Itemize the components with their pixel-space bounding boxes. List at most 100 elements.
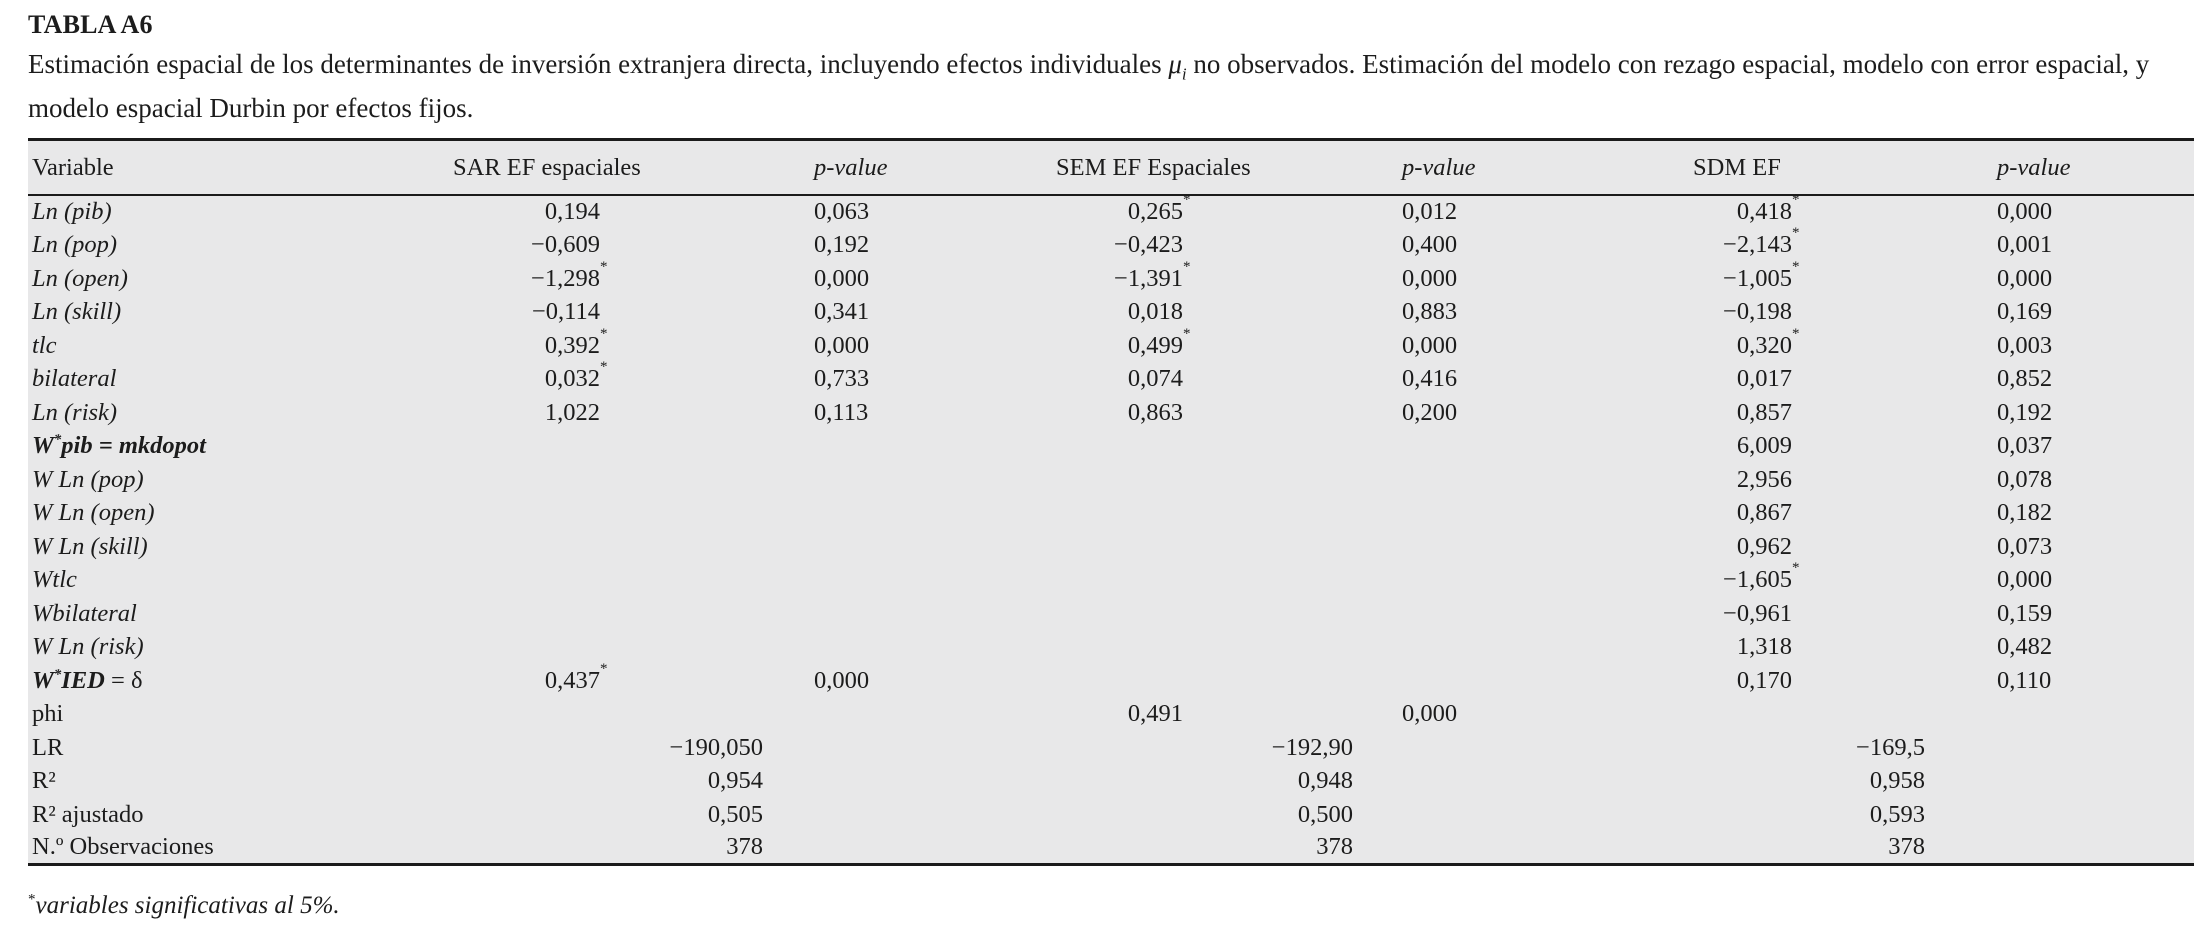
- coefficient-value: −1,005: [1723, 264, 1792, 292]
- p-value: 0,078: [1997, 465, 2053, 493]
- footnote-marker: *: [28, 892, 36, 909]
- cell-sar-coefficient: 0,437 *: [453, 661, 814, 698]
- table-row: phi 0,491 0,000: [28, 697, 2194, 731]
- variable-label: Wtlc: [32, 566, 77, 594]
- cell-sdm-coefficient: −1,005 *: [1693, 259, 1997, 296]
- coefficient-value: 0,170: [1736, 666, 1792, 694]
- variable-label: W Ln (open): [32, 499, 155, 527]
- cell-sem-coefficient: [1056, 597, 1402, 631]
- cell-variable: Wbilateral: [28, 597, 453, 631]
- statistic-value: 0,948: [1297, 767, 1353, 795]
- cell-sar-pvalue: 0,000: [814, 664, 1056, 698]
- cell-sar-coefficient: [453, 597, 814, 631]
- cell-sem-coefficient: [1056, 563, 1402, 597]
- cell-sdm-pvalue: [1997, 697, 2194, 731]
- coefficient-value: −1,298: [531, 264, 600, 292]
- col-header-sar: SAR EF espaciales: [453, 139, 814, 196]
- cell-sem-pvalue: [1402, 463, 1693, 497]
- cell-sem-coefficient: [1056, 496, 1402, 530]
- cell-sdm-pvalue: 0,000: [1997, 195, 2194, 229]
- cell-sar-coefficient: [453, 530, 814, 564]
- cell-sar-pvalue: 0,733: [814, 362, 1056, 396]
- cell-sem-pvalue: 0,012: [1402, 195, 1693, 229]
- table-row: Wbilateral −0,961 0,159: [28, 597, 2194, 631]
- cell-sem-pvalue: [1402, 563, 1693, 597]
- variable-label: tlc: [32, 331, 57, 359]
- variable-label: W Ln (pop): [32, 465, 144, 493]
- cell-variable: W Ln (skill): [28, 530, 453, 564]
- cell-sem-pvalue: 0,000: [1402, 329, 1693, 363]
- table-row: N.º Observaciones 378 378 378: [28, 831, 2194, 865]
- cell-sar-pvalue: 0,113: [814, 396, 1056, 430]
- variable-label: R² ajustado: [32, 800, 144, 828]
- cell-sdm-coefficient: −0,961: [1693, 597, 1997, 631]
- mu-subscript: i: [1181, 64, 1187, 84]
- p-value: 0,883: [1402, 298, 1458, 326]
- variable-label: Ln (skill): [32, 298, 122, 326]
- significance-star: *: [1183, 258, 1191, 275]
- results-table: Variable SAR EF espaciales p-value SEM EF E…: [28, 138, 2194, 867]
- cell-sem-coefficient: 0,074: [1056, 362, 1402, 396]
- cell-sem-pvalue: 0,400: [1402, 228, 1693, 262]
- coefficient-value: −0,423: [1114, 231, 1183, 259]
- label-suffix: = δ: [104, 666, 143, 694]
- cell-sem-pvalue: [1402, 664, 1693, 698]
- cell-sar-coefficient: 1,022: [453, 396, 814, 430]
- p-value: 0,416: [1402, 365, 1458, 393]
- p-value: 0,003: [1997, 331, 2053, 359]
- p-value: 0,000: [1997, 566, 2053, 594]
- p-value: 0,182: [1997, 499, 2053, 527]
- cell-sem-pvalue: 0,000: [1402, 697, 1693, 731]
- cell-sdm-coefficient: 0,857: [1693, 396, 1997, 430]
- p-value: 0,000: [1402, 331, 1458, 359]
- table-row: tlc 0,392 * 0,000 0,499 * 0,000 0,320 * 0,003: [28, 325, 2194, 363]
- cell-sem-pvalue: [1402, 597, 1693, 631]
- cell-sem-coefficient: [1056, 664, 1402, 698]
- cell-sdm-pvalue: 0,192: [1997, 396, 2194, 430]
- significance-star: *: [600, 325, 608, 342]
- cell-sem-stat: −192,90: [1056, 731, 1693, 765]
- coefficient-value: 0,017: [1736, 365, 1792, 393]
- cell-variable: Ln (skill): [28, 295, 453, 329]
- table-row: W Ln (open) 0,867 0,182: [28, 496, 2194, 530]
- caption-part1: Estimación espacial de los determinantes…: [28, 49, 1169, 79]
- statistic-value: −169,5: [1856, 733, 1925, 761]
- cell-sar-coefficient: [453, 429, 814, 463]
- p-value: 0,037: [1997, 432, 2053, 460]
- table-row: W Ln (risk) 1,318 0,482: [28, 630, 2194, 664]
- cell-sem-pvalue: 0,883: [1402, 295, 1693, 329]
- coefficient-value: −0,198: [1723, 298, 1792, 326]
- cell-sar-coefficient: −0,114: [453, 295, 814, 329]
- cell-sdm-pvalue: 0,110: [1997, 664, 2194, 698]
- cell-sdm-pvalue: 0,000: [1997, 262, 2194, 296]
- cell-sem-pvalue: [1402, 530, 1693, 564]
- cell-variable: Ln (pib): [28, 195, 453, 229]
- coefficient-value: 0,491: [1127, 700, 1183, 728]
- table-caption: Estimación espacial de los determinantes…: [28, 47, 2172, 125]
- coefficient-value: 0,074: [1127, 365, 1183, 393]
- table-row: W*IED = δ 0,437 * 0,000 0,170 0,110: [28, 661, 2194, 698]
- p-value: 0,000: [1997, 264, 2053, 292]
- table-row: R² 0,954 0,948 0,958: [28, 764, 2194, 798]
- statistic-value: 0,593: [1869, 800, 1925, 828]
- coefficient-value: −0,609: [531, 231, 600, 259]
- cell-sar-pvalue: 0,063: [814, 195, 1056, 229]
- coefficient-value: −0,961: [1723, 599, 1792, 627]
- coefficient-value: 6,009: [1736, 432, 1792, 460]
- cell-sdm-pvalue: 0,852: [1997, 362, 2194, 396]
- p-value: 0,000: [1997, 198, 2053, 226]
- cell-sdm-coefficient: 0,418 *: [1693, 193, 1997, 229]
- cell-sem-coefficient: [1056, 530, 1402, 564]
- statistic-value: −192,90: [1271, 733, 1353, 761]
- p-value: 0,000: [1402, 264, 1458, 292]
- col-header-sem: SEM EF Espaciales: [1056, 139, 1402, 196]
- cell-sem-coefficient: 0,863: [1056, 396, 1402, 430]
- cell-sdm-pvalue: 0,169: [1997, 295, 2194, 329]
- cell-sar-pvalue: [814, 496, 1056, 530]
- cell-sdm-stat: −169,5: [1693, 731, 2194, 765]
- coefficient-value: 0,863: [1127, 398, 1183, 426]
- cell-variable: Wtlc: [28, 563, 453, 597]
- cell-sem-coefficient: 0,499 *: [1056, 326, 1402, 363]
- coefficient-value: 0,194: [544, 198, 600, 226]
- p-value: 0,110: [1997, 666, 2052, 694]
